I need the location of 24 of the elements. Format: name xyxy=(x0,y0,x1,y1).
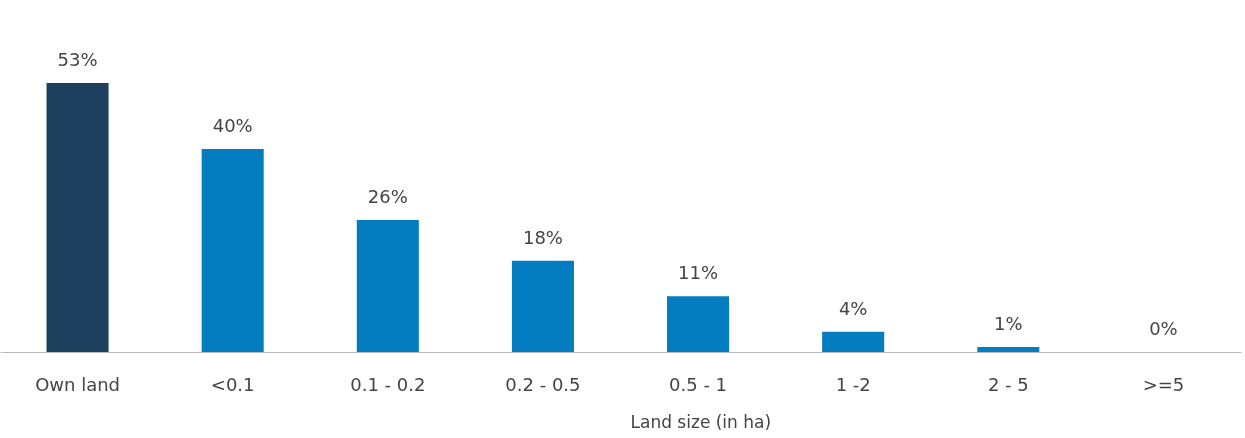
x-tick-label: 0.1 - 0.2 xyxy=(350,373,426,395)
x-tick-label: 0.2 - 0.5 xyxy=(505,373,581,395)
bar xyxy=(667,296,730,352)
x-tick-label: 1 -2 xyxy=(835,373,871,395)
x-tick-label: <0.1 xyxy=(210,373,255,395)
bar xyxy=(356,220,419,352)
x-tick-label: >=5 xyxy=(1142,373,1185,395)
x-tick-label: Own land xyxy=(35,373,121,395)
bar xyxy=(822,331,885,352)
bar xyxy=(201,148,264,352)
bar xyxy=(511,260,574,352)
data-label: 18% xyxy=(522,226,563,248)
data-label: 11% xyxy=(678,262,719,284)
data-label: 0% xyxy=(1149,318,1178,339)
bar xyxy=(46,83,109,352)
data-label: 1% xyxy=(994,312,1023,334)
x-tick-label: 0.5 - 1 xyxy=(669,373,728,395)
data-label: 40% xyxy=(212,114,253,136)
data-label: 4% xyxy=(838,297,868,319)
data-label: 53% xyxy=(57,49,98,70)
data-label: 26% xyxy=(367,186,408,208)
bar xyxy=(977,346,1040,352)
x-tick-label: 2 - 5 xyxy=(987,373,1029,395)
x-axis-title: Land size (in ha) xyxy=(630,411,772,432)
